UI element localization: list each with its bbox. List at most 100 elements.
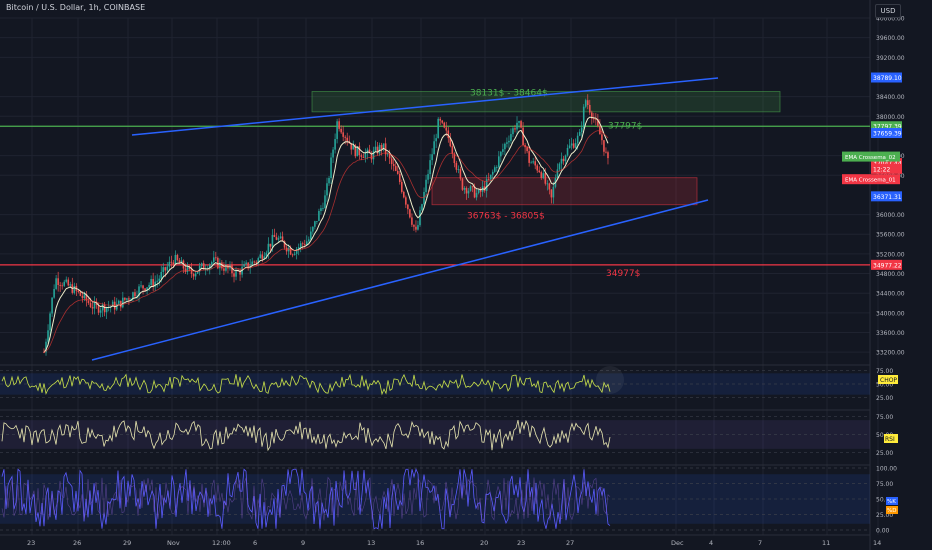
candle [95,302,98,306]
ema-label-bg [842,174,900,185]
candle [532,161,534,163]
candle [350,143,353,150]
candle [120,300,122,308]
price-tick-label: 34800.00 [876,271,905,278]
candle [160,271,163,279]
candle [580,127,583,132]
time-tick-label: 27 [566,539,574,547]
candle [384,143,387,155]
candle [380,145,383,150]
price-badge [871,158,902,169]
candle [79,292,82,296]
candle [473,186,476,198]
pane-tick-label: 100.00 [876,466,897,473]
candle [297,247,300,250]
candle [548,183,551,190]
candle [122,297,124,308]
candle [394,166,397,171]
candle [382,143,385,150]
candle [89,302,92,308]
price-badge-label: 38789.10 [873,75,902,82]
candle [356,146,359,157]
candle [376,146,379,154]
candle [552,186,555,198]
candle [263,256,266,259]
candle [550,189,553,198]
stoch-k-label-bg [886,497,898,505]
candle [63,281,66,286]
candle [526,147,528,152]
candle [261,254,264,259]
candle [215,257,217,259]
candle [491,171,494,175]
candle [433,141,435,155]
pane-tick-label: 25.00 [876,450,893,457]
candle [342,132,344,137]
candle [506,142,508,144]
price-tick-label: 35600.00 [876,232,905,239]
candle [576,135,579,144]
candle [277,238,280,240]
candle [146,287,148,291]
candle [390,158,393,165]
horizontal-grid [0,17,870,353]
candle [202,263,205,270]
candle [239,270,241,275]
candle [498,156,500,168]
candle [152,278,154,287]
candle [235,270,237,277]
candle [57,278,59,285]
stoch-d-label-bg [886,506,898,514]
candle [55,278,57,289]
candle [574,143,577,148]
candle [413,224,415,227]
candle [560,158,563,164]
candle [392,164,395,167]
candle [303,244,306,245]
candle [451,146,454,154]
candle [362,156,365,158]
price-tick-label: 39200.00 [876,55,905,62]
candle [124,297,126,300]
candle [489,174,492,180]
price-badge-label: 34977.22 [873,262,902,269]
candle [269,243,272,247]
candle [180,260,183,264]
pane-tick-label: 75.00 [876,368,893,375]
price-badge [871,259,902,270]
upper-trendline [131,77,719,136]
candle [192,273,195,277]
candle [584,100,587,107]
candle [358,146,361,156]
candle [435,138,437,142]
pane-tick-label: 0.00 [876,528,890,535]
candle [186,266,189,272]
candle [231,265,233,274]
candle [194,273,197,277]
price-badge [871,163,902,174]
candle [487,179,490,181]
candle [91,307,94,309]
candle [463,187,466,190]
candle [564,155,567,162]
candle [150,278,152,285]
candle [166,266,169,271]
candle [168,261,171,267]
candle [398,173,401,182]
currency-button[interactable]: USD [875,4,901,18]
candle [578,131,581,136]
candle [364,153,367,158]
candle [340,128,342,133]
candle [299,243,302,248]
candle [174,254,177,265]
candle [111,301,114,307]
candle [279,236,282,239]
candle [439,118,441,121]
candle [419,210,421,226]
candle [445,127,448,131]
time-tick-label: 12:00 [212,539,231,547]
candle [360,155,363,157]
candle [225,265,227,271]
candle [352,145,355,150]
